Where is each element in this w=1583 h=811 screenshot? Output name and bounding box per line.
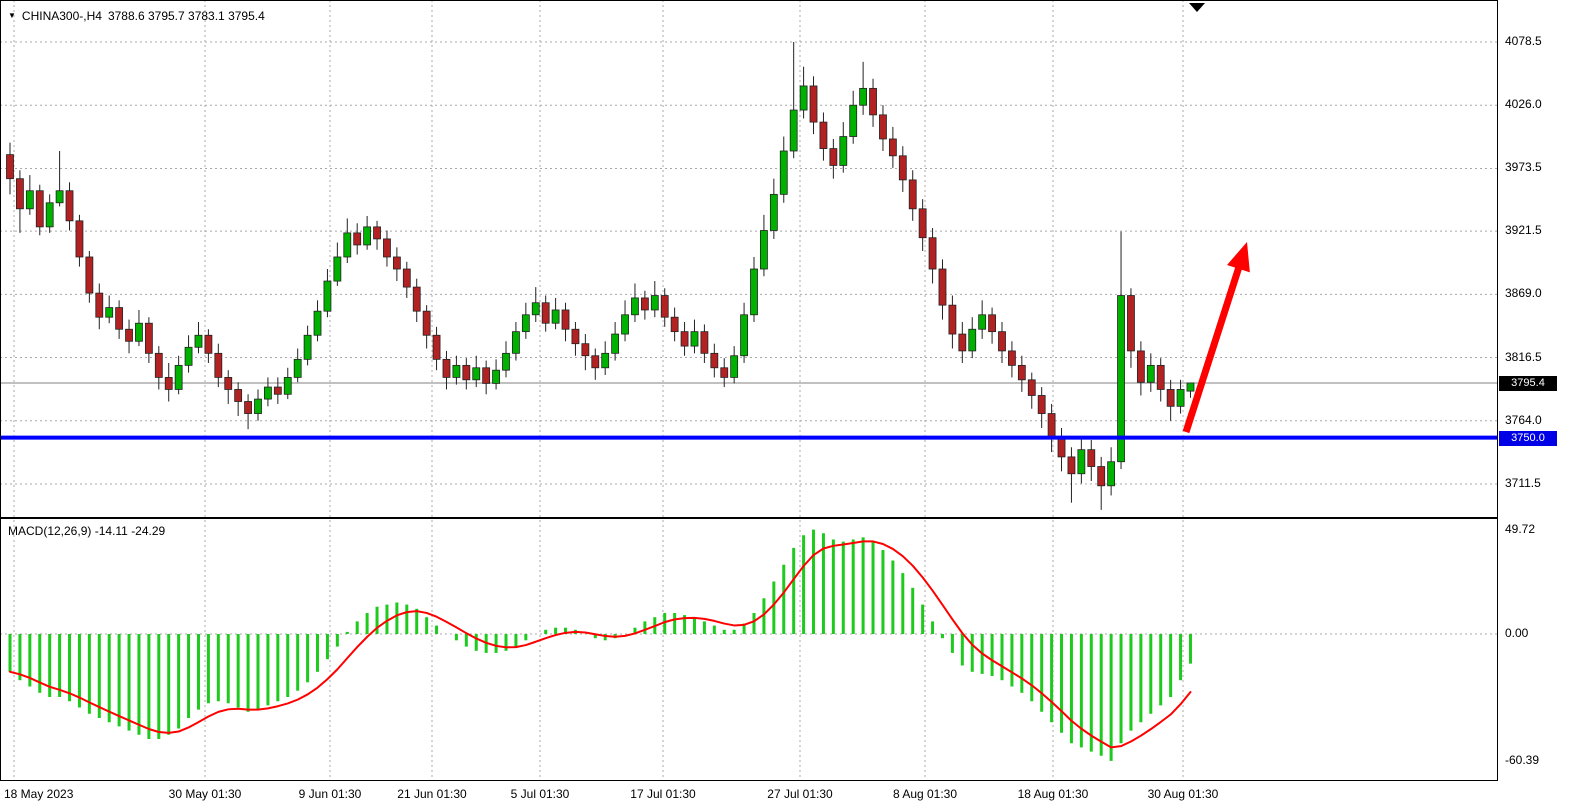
- price-tick: 3973.5: [1505, 160, 1542, 175]
- chart-shift-marker-icon[interactable]: [1189, 3, 1205, 12]
- macd-signal-line: [9, 540, 1192, 749]
- macd-values: -14.11 -24.29: [94, 524, 166, 538]
- pane-borders: [0, 0, 1498, 781]
- time-axis[interactable]: 18 May 2023 30 May 01:30 9 Jun 01:30 21 Jun…: [0, 781, 1498, 811]
- macd-tick: -60.39: [1505, 752, 1540, 767]
- time-tick: 9 Jun 01:30: [298, 787, 362, 801]
- symbol-ohlc-label: ▼ CHINA300-,H4 3788.6 3795.7 3783.1 3795…: [8, 9, 265, 23]
- grid-layer: [0, 0, 1498, 781]
- price-axis[interactable]: 3795.4 3750.0 4078.5 4026.0 3973.5 3921.5 38…: [1498, 0, 1583, 781]
- time-tick: 17 Jul 01:30: [630, 787, 696, 801]
- time-tick: 8 Aug 01:30: [892, 787, 958, 801]
- price-tick: 3764.0: [1505, 412, 1542, 427]
- price-tick: 4078.5: [1505, 34, 1542, 48]
- macd-tick: 0.00: [1505, 626, 1529, 640]
- price-tick: 3711.5: [1505, 476, 1541, 490]
- time-tick: 21 Jun 01:30: [397, 787, 467, 801]
- time-tick: 18 Aug 01:30: [1017, 787, 1089, 801]
- macd-tick: 49.72: [1505, 521, 1536, 536]
- time-tick: 30 May 01:30: [168, 787, 242, 801]
- collapse-arrow-icon[interactable]: ▼: [8, 11, 16, 20]
- current-price-badge: 3795.4: [1499, 375, 1557, 391]
- symbol-name: CHINA300-,H4: [21, 9, 102, 23]
- trend-arrow[interactable]: [1182, 242, 1250, 434]
- price-tick: 3921.5: [1505, 223, 1542, 238]
- time-tick: 5 Jul 01:30: [510, 787, 570, 801]
- price-tick: 3869.0: [1505, 286, 1542, 301]
- time-tick: 18 May 2023: [4, 787, 74, 801]
- hline-price-badge: 3750.0: [1499, 430, 1557, 446]
- macd-series: [8, 529, 1192, 761]
- time-tick: 27 Jul 01:30: [767, 787, 833, 801]
- ohlc-values: 3788.6 3795.7 3783.1 3795.4: [107, 9, 265, 23]
- price-tick: 3816.5: [1505, 349, 1542, 364]
- candlestick-series: [6, 42, 1195, 510]
- macd-name: MACD(12,26,9): [8, 524, 92, 538]
- price-tick: 4026.0: [1505, 97, 1542, 112]
- macd-indicator-label: MACD(12,26,9) -14.11 -24.29: [8, 524, 165, 538]
- time-tick: 30 Aug 01:30: [1147, 787, 1219, 801]
